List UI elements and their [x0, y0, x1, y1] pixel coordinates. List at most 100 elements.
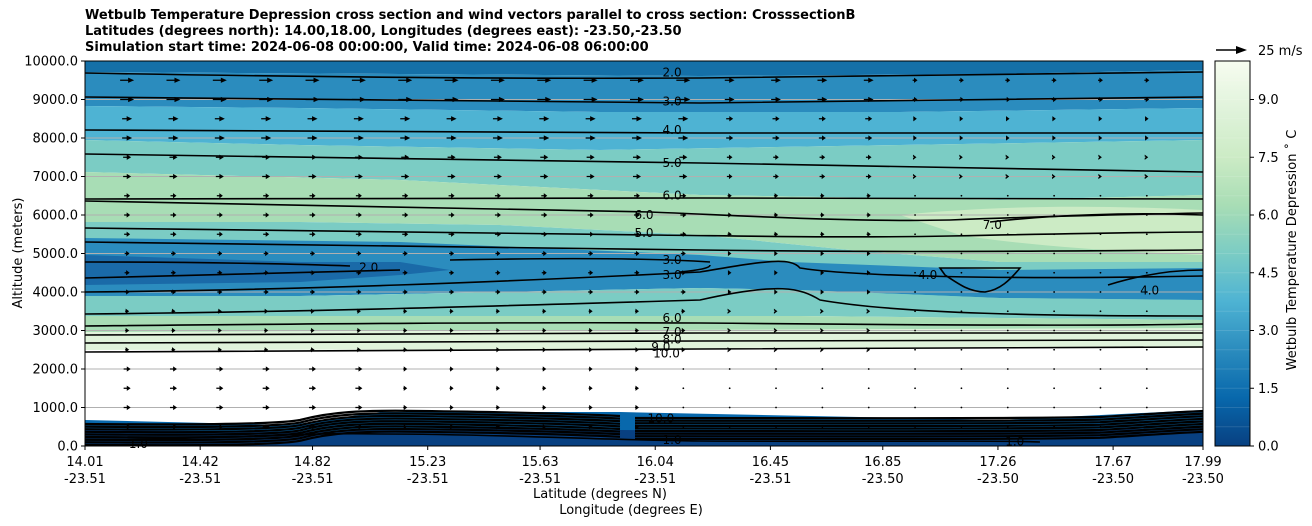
wind-vector [585, 116, 596, 122]
wind-vector [1098, 116, 1103, 122]
contour-label: 1.0 [1005, 434, 1024, 448]
wind-vector [634, 270, 640, 276]
wind-vector [309, 366, 317, 372]
wind-vector [262, 173, 271, 180]
wind-vector [263, 231, 270, 237]
wind-vector [166, 77, 181, 83]
wind-vector [958, 77, 964, 83]
wind-vector [1006, 348, 1009, 351]
wind-vector [214, 135, 225, 141]
wind-vector [583, 77, 598, 83]
wind-vector [216, 231, 223, 237]
wind-vector [495, 327, 500, 334]
wind-vector [1145, 348, 1148, 351]
contour-label: 2.0 [663, 65, 682, 79]
wind-vector [1099, 310, 1102, 313]
wind-vector [541, 231, 548, 237]
wind-vector [1099, 252, 1102, 255]
wind-vector [727, 327, 732, 334]
wind-vector [495, 250, 501, 257]
wind-vector [263, 289, 269, 295]
wind-vector [681, 308, 686, 314]
wind-vector [727, 231, 732, 237]
wind-vector [678, 135, 689, 141]
wind-vector [495, 404, 500, 411]
wind-vector [1053, 214, 1056, 216]
wind-vector [960, 329, 963, 332]
wind-vector [914, 348, 916, 351]
wind-vector [588, 289, 594, 295]
contour-line-5-mid [85, 241, 1203, 253]
x-tick-label-lon: -23.50 [1092, 472, 1134, 487]
wind-vector [309, 212, 316, 218]
wind-vector [960, 252, 963, 255]
wind-vector [1098, 173, 1102, 180]
contour-labels: 2.03.04.05.06.06.05.03.03.02.07.04.04.06… [129, 65, 1159, 451]
y-tick-label: 0.0 [57, 440, 78, 455]
contour-label: 5.0 [634, 226, 653, 240]
contour-line-5-lower [85, 227, 1203, 238]
wind-vector [728, 368, 731, 370]
wind-vector [866, 193, 871, 199]
wind-vector [259, 96, 274, 103]
x-tick-label-lon: -23.50 [977, 472, 1019, 487]
wind-vector [354, 154, 363, 160]
wind-vector [400, 116, 411, 122]
wind-vector [821, 425, 824, 428]
wind-vector [588, 347, 593, 353]
wind-vector [680, 193, 687, 199]
wind-vector [1099, 406, 1102, 409]
contour-label: 4.0 [1140, 284, 1159, 298]
wind-vector [215, 173, 224, 180]
wind-vector [355, 212, 362, 218]
wind-vector [1099, 214, 1102, 216]
wind-vector [629, 77, 644, 83]
wind-vector [865, 154, 872, 160]
wind-vector [263, 193, 270, 199]
wind-vector [305, 96, 320, 103]
wind-vector [1053, 233, 1056, 236]
wind-vector [444, 96, 459, 103]
wind-vector [587, 193, 594, 199]
title-line-2: Latitudes (degrees north): 14.00,18.00, … [85, 24, 682, 39]
wind-vector [773, 193, 779, 199]
contour-label: 8.0 [663, 332, 682, 346]
wind-vector [1052, 154, 1056, 160]
wind-vector [820, 212, 825, 218]
wind-vector [585, 135, 596, 141]
wind-vector [820, 270, 825, 276]
wind-vector [447, 154, 456, 160]
wind-vector [959, 154, 963, 160]
colorbar-label: Wetbulb Temperature Depression ˚ C [1284, 130, 1300, 371]
y-tick-label: 4000.0 [33, 286, 79, 301]
wind-vector [634, 327, 639, 334]
wind-vector [724, 96, 735, 103]
wind-vector [1099, 368, 1102, 370]
chart-title: Wetbulb Temperature Depression cross sec… [85, 8, 855, 56]
wind-vector [1006, 194, 1009, 197]
wind-vector [588, 250, 594, 257]
wind-vector [401, 173, 410, 180]
wind-vector [212, 96, 227, 103]
wind-vector [217, 347, 222, 353]
wind-vector [541, 250, 547, 257]
wind-vector [124, 193, 131, 199]
x-tick-label-lon: -23.51 [407, 472, 449, 487]
wind-vector [1052, 135, 1056, 141]
wind-vector [355, 385, 363, 391]
wind-vector [866, 231, 871, 237]
wind-vector [680, 212, 687, 218]
wind-vector [773, 173, 779, 180]
wind-vector [446, 116, 457, 122]
wind-vector [1099, 425, 1102, 428]
wind-vector [214, 116, 225, 122]
wind-vector [125, 308, 130, 314]
x-tick-label-lat: 16.04 [637, 455, 674, 470]
wind-vector [820, 289, 825, 295]
wind-vector [1144, 77, 1150, 83]
contour-line-6-upper [85, 197, 1203, 200]
wind-vector [1053, 406, 1056, 409]
wind-vector [633, 231, 640, 237]
x-axis-label-longitude: Longitude (degrees E) [559, 503, 703, 518]
x-tick-label-lon: -23.50 [1182, 472, 1224, 487]
